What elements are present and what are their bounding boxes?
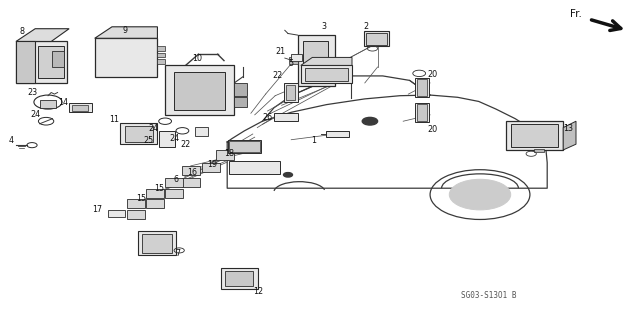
Text: 7: 7 <box>175 249 180 258</box>
Bar <box>366 33 387 45</box>
Bar <box>146 189 164 198</box>
Bar <box>284 83 298 102</box>
Bar <box>274 113 298 121</box>
Text: 22: 22 <box>180 140 191 149</box>
Text: 11: 11 <box>109 115 119 124</box>
Bar <box>95 38 157 77</box>
Text: 9: 9 <box>122 26 127 35</box>
Text: 24: 24 <box>148 124 159 133</box>
Bar <box>291 54 302 61</box>
Polygon shape <box>95 27 157 38</box>
Bar <box>228 140 261 153</box>
Text: 16: 16 <box>187 168 197 177</box>
Circle shape <box>449 179 511 210</box>
Bar <box>303 41 328 81</box>
Bar <box>38 46 64 78</box>
Polygon shape <box>16 41 35 83</box>
Bar <box>234 83 247 96</box>
Bar <box>229 161 280 174</box>
Text: 18: 18 <box>224 149 234 158</box>
Polygon shape <box>563 121 576 150</box>
Text: 6: 6 <box>173 175 179 184</box>
Bar <box>52 51 64 67</box>
Bar <box>417 79 427 96</box>
Bar <box>301 65 352 83</box>
Text: 19: 19 <box>207 160 218 169</box>
Text: 12: 12 <box>253 287 264 296</box>
Bar <box>534 149 544 152</box>
Bar <box>40 100 56 108</box>
Bar <box>234 97 247 107</box>
Bar <box>157 53 165 57</box>
Bar <box>125 126 153 142</box>
Text: 17: 17 <box>92 205 102 214</box>
Text: 24: 24 <box>169 134 179 143</box>
Bar <box>138 231 176 255</box>
Text: 24: 24 <box>30 110 40 119</box>
Bar <box>165 178 183 187</box>
Text: 23: 23 <box>27 88 37 97</box>
Bar <box>16 41 67 83</box>
Text: SG03-S13O1 B: SG03-S13O1 B <box>461 291 516 300</box>
Bar <box>72 105 88 111</box>
Bar <box>69 103 92 112</box>
Bar <box>221 268 258 289</box>
Text: 1: 1 <box>311 136 316 145</box>
Text: 22: 22 <box>273 71 283 80</box>
Text: 15: 15 <box>136 194 146 203</box>
Text: 20: 20 <box>427 125 437 134</box>
Bar <box>157 59 165 64</box>
Bar <box>174 72 225 110</box>
Bar <box>157 46 165 51</box>
Text: 3: 3 <box>321 22 326 31</box>
Text: 2: 2 <box>364 22 369 31</box>
Bar <box>165 189 183 198</box>
Bar <box>182 166 200 175</box>
Bar <box>326 131 349 137</box>
Circle shape <box>284 173 292 177</box>
Text: 8: 8 <box>20 27 25 36</box>
Bar <box>506 121 563 150</box>
Text: 15: 15 <box>154 184 164 193</box>
Bar <box>225 271 253 286</box>
Bar <box>417 104 427 121</box>
Text: 13: 13 <box>563 124 573 133</box>
Bar <box>415 78 429 97</box>
Bar <box>146 199 164 208</box>
Bar <box>127 210 145 219</box>
Text: 21: 21 <box>275 47 285 56</box>
Bar <box>298 35 335 86</box>
Text: 10: 10 <box>192 54 202 63</box>
Bar <box>415 103 429 122</box>
Bar <box>202 163 220 172</box>
Text: 4: 4 <box>9 137 14 145</box>
Bar <box>229 141 260 152</box>
Circle shape <box>362 117 378 125</box>
Bar <box>127 199 145 208</box>
Bar <box>305 68 348 81</box>
Bar <box>195 127 208 136</box>
Bar <box>159 131 175 147</box>
Text: 5: 5 <box>289 59 294 68</box>
Bar <box>511 124 558 147</box>
Bar <box>182 178 200 187</box>
Text: 14: 14 <box>58 98 68 107</box>
Text: 25: 25 <box>143 137 154 145</box>
Text: Fr.: Fr. <box>570 9 582 19</box>
Text: 26: 26 <box>262 113 273 122</box>
Polygon shape <box>16 29 69 41</box>
Bar <box>216 150 234 160</box>
Bar <box>286 85 295 100</box>
Bar <box>289 57 298 64</box>
Bar <box>165 65 234 115</box>
Bar <box>120 123 157 144</box>
Polygon shape <box>301 57 352 65</box>
Text: 20: 20 <box>427 70 437 79</box>
Bar <box>364 31 389 46</box>
Bar <box>108 210 125 217</box>
Bar <box>142 234 172 253</box>
